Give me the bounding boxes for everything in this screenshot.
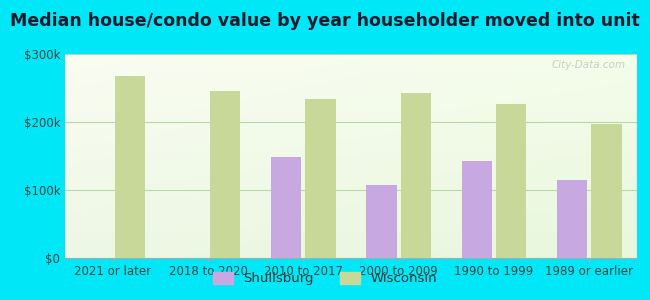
Bar [306, 99, 336, 258]
Text: Median house/condo value by year householder moved into unit: Median house/condo value by year househo… [10, 12, 640, 30]
Bar [271, 158, 302, 258]
Bar [366, 184, 396, 258]
Bar [462, 161, 492, 258]
Bar [114, 76, 145, 258]
Bar [210, 92, 240, 258]
Bar [496, 104, 526, 258]
Bar [400, 93, 431, 258]
Legend: Shullsburg, Wisconsin: Shullsburg, Wisconsin [207, 266, 443, 290]
Bar [592, 124, 622, 258]
Bar [557, 180, 588, 258]
Text: City-Data.com: City-Data.com [551, 60, 625, 70]
